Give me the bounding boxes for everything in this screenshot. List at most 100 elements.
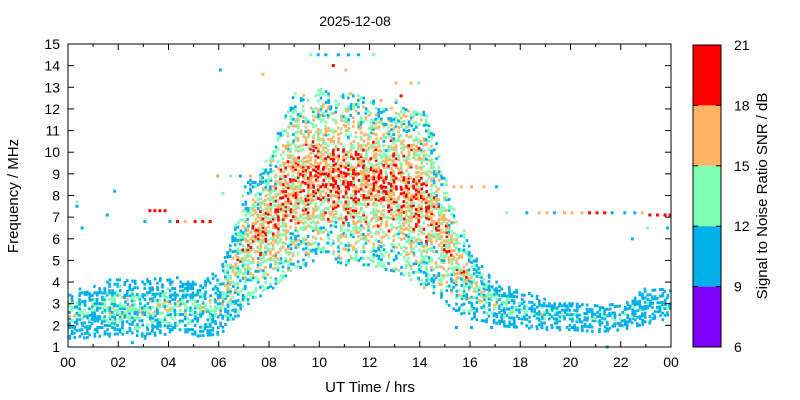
data-point (390, 216, 393, 220)
data-point (319, 191, 322, 195)
data-point (349, 209, 353, 213)
data-point (317, 173, 320, 177)
data-point (442, 261, 446, 265)
data-point (434, 274, 438, 278)
data-point (387, 229, 391, 233)
data-point (402, 200, 406, 204)
data-point (362, 233, 365, 236)
data-point (173, 315, 177, 319)
data-point (334, 257, 338, 261)
data-point (399, 94, 403, 98)
data-point (299, 129, 303, 133)
data-point (538, 312, 541, 316)
data-point (316, 184, 320, 187)
colorbar-tick-label: 12 (734, 218, 750, 234)
data-point (241, 250, 245, 254)
data-point (342, 119, 345, 123)
data-point (98, 287, 101, 291)
data-point (274, 240, 277, 244)
data-point (226, 270, 229, 274)
data-point (362, 100, 365, 104)
data-point (337, 245, 340, 249)
data-point (326, 233, 330, 236)
data-point (390, 208, 393, 212)
data-point (224, 284, 227, 287)
data-point (374, 180, 378, 184)
y-tick-label: 4 (52, 274, 60, 290)
data-point (626, 316, 629, 320)
data-point (166, 308, 169, 312)
data-point (372, 203, 375, 207)
data-point (545, 326, 548, 329)
data-point (311, 140, 315, 144)
data-point (316, 53, 320, 57)
data-point (312, 226, 315, 230)
data-point (382, 209, 385, 213)
data-point (365, 157, 368, 161)
data-point (370, 211, 373, 215)
data-point (362, 226, 366, 230)
data-point (229, 315, 232, 319)
data-point (433, 148, 436, 152)
data-point (264, 231, 267, 235)
data-point (372, 125, 375, 129)
data-point (409, 163, 413, 167)
data-point (558, 315, 562, 319)
data-point (106, 328, 109, 332)
data-point (231, 235, 234, 239)
data-point (603, 329, 607, 333)
data-point (596, 304, 599, 308)
data-point (284, 216, 288, 220)
data-point (455, 252, 459, 256)
data-point (314, 223, 318, 227)
data-point (161, 302, 165, 306)
data-point (440, 213, 444, 217)
data-point (399, 168, 403, 172)
y-tick-label: 2 (52, 317, 60, 333)
data-point (452, 238, 456, 242)
data-point (332, 185, 335, 189)
data-point (226, 277, 230, 281)
data-point (286, 197, 290, 200)
data-point (349, 256, 353, 260)
data-point (214, 320, 217, 323)
data-point (374, 176, 378, 180)
data-point (344, 194, 348, 197)
data-point (470, 326, 473, 329)
data-point (243, 263, 247, 267)
data-point (314, 191, 317, 195)
data-point (88, 320, 91, 324)
data-point (420, 243, 423, 247)
data-point (246, 248, 250, 252)
data-point (103, 302, 107, 306)
data-point (430, 283, 434, 287)
data-point (151, 321, 154, 324)
data-point (392, 187, 395, 191)
data-point (306, 181, 310, 184)
data-point (276, 233, 280, 237)
data-point (131, 292, 134, 296)
data-point (216, 283, 219, 286)
data-point (432, 191, 436, 195)
data-point (380, 110, 383, 114)
data-point (83, 293, 87, 297)
data-point (156, 305, 160, 309)
data-point (256, 202, 260, 206)
data-point (96, 326, 99, 329)
data-point (334, 166, 338, 170)
data-point (156, 324, 159, 328)
data-point (452, 281, 456, 285)
data-point (226, 279, 230, 283)
data-point (76, 313, 79, 317)
data-point (276, 181, 280, 185)
data-point (425, 129, 428, 133)
data-point (156, 312, 159, 315)
data-point (340, 229, 343, 233)
data-point (445, 198, 448, 202)
data-point (322, 213, 325, 217)
data-point (377, 179, 380, 183)
data-point (470, 295, 474, 299)
data-point (307, 241, 310, 245)
data-point (571, 313, 574, 316)
data-point (317, 138, 320, 142)
